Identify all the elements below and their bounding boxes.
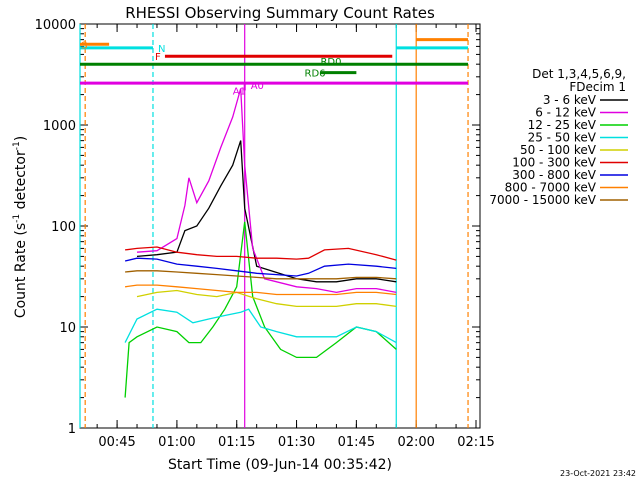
legend-label-7: 800 - 7000 keV xyxy=(505,181,597,195)
flag-label-s: S xyxy=(81,40,87,51)
legend-label-4: 50 - 100 keV xyxy=(520,143,597,157)
x-tick-label-2: 01:15 xyxy=(218,435,255,450)
series-line-2 xyxy=(124,221,397,398)
legend-label-3: 25 - 50 keV xyxy=(528,131,597,145)
flag-label-f: F xyxy=(155,52,161,63)
x-tick-label-1: 01:00 xyxy=(158,435,195,450)
x-tick-label-0: 00:45 xyxy=(98,435,135,450)
legend-label-2: 12 - 25 keV xyxy=(528,118,597,132)
y-tick-label-1: 10 xyxy=(59,321,76,336)
series-line-1 xyxy=(136,88,397,294)
flag-label-a0: A0 xyxy=(251,81,264,92)
x-tick-label-3: 01:30 xyxy=(278,435,315,450)
legend-label-1: 6 - 12 keV xyxy=(535,106,597,120)
legend-label-0: 3 - 6 keV xyxy=(543,93,597,107)
series-line-0 xyxy=(136,140,397,283)
series-line-3 xyxy=(124,308,397,344)
y-tick-label-3: 1000 xyxy=(43,119,76,134)
y-tick-label-4: 10000 xyxy=(35,18,76,33)
y-axis-label: Count Rate (s-1 detector-1) xyxy=(12,136,29,318)
x-tick-label-5: 02:00 xyxy=(397,435,434,450)
legend-label-5: 100 - 300 keV xyxy=(512,156,596,170)
y-tick-label-0: 1 xyxy=(68,422,76,437)
x-axis-label: Start Time (09-Jun-14 00:35:42) xyxy=(168,457,392,473)
series-line-6 xyxy=(124,257,397,277)
flag-label-n: N xyxy=(158,44,165,55)
plot-frame xyxy=(79,23,481,429)
flag-label-rd0: RD0 xyxy=(320,57,341,68)
series-line-4 xyxy=(136,289,397,308)
flag-label-rd6: RD6 xyxy=(305,69,326,80)
legend-label-6: 300 - 800 keV xyxy=(512,168,596,182)
y-tick-label-2: 100 xyxy=(51,220,76,235)
legend-title-line-2: FDecim 1 xyxy=(569,80,626,94)
series-line-8 xyxy=(125,270,397,280)
legend-label-8: 7000 - 15000 keV xyxy=(489,193,596,207)
generation-timestamp: 23-Oct-2021 23:42 xyxy=(560,469,636,478)
chart-title: RHESSI Observing Summary Count Rates xyxy=(125,4,435,22)
x-tick-label-4: 01:45 xyxy=(338,435,375,450)
series-line-5 xyxy=(125,246,397,261)
series-line-7 xyxy=(125,284,397,296)
x-tick-label-6: 02:15 xyxy=(457,435,494,450)
legend-title-line-1: Det 1,3,4,5,6,9, xyxy=(532,67,626,81)
